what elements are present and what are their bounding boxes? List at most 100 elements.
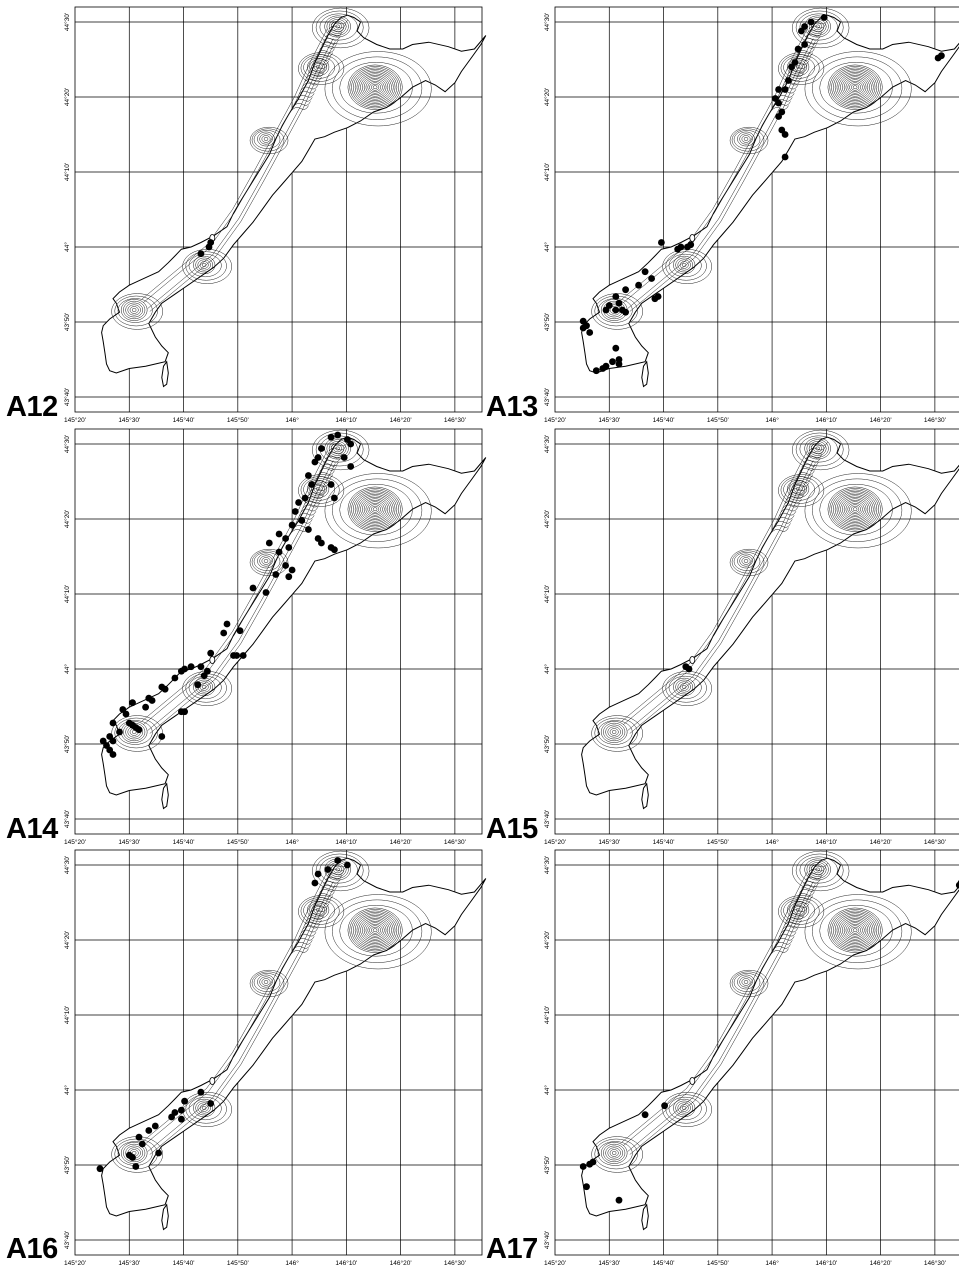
- occurrence-point: [775, 113, 782, 120]
- occurrence-point: [658, 239, 665, 246]
- longitude-tick-label: 146°: [765, 1259, 779, 1267]
- occurrence-point: [612, 306, 620, 314]
- occurrence-point: [331, 494, 338, 502]
- longitude-tick-label: 145°30': [598, 1259, 620, 1267]
- occurrence-point: [344, 861, 351, 869]
- occurrence-points: [579, 880, 959, 1204]
- occurrence-point: [181, 1097, 189, 1105]
- longitude-tick-label: 145°40': [653, 416, 675, 424]
- occurrence-point: [622, 308, 629, 316]
- longitude-tick-label: 146°: [765, 416, 779, 424]
- latitude-tick-label: 44°10': [543, 1006, 551, 1024]
- occurrence-point: [687, 241, 695, 249]
- occurrence-point: [207, 239, 215, 246]
- map-svg: 145°20' 145°30' 145°40' 145°50' 146° 146°10' 1…: [543, 849, 959, 1267]
- map-panel-a14: 145°20' 145°30' 145°40' 145°50' 146° 146°10' 1…: [0, 422, 487, 846]
- occurrence-point: [318, 539, 325, 547]
- latitude-tick-label: 44°20': [543, 88, 551, 106]
- occurrence-point: [311, 879, 319, 887]
- occurrence-point: [109, 719, 117, 727]
- occurrence-point: [109, 751, 117, 758]
- occurrence-point: [236, 627, 244, 635]
- occurrence-point: [615, 1196, 623, 1204]
- occurrence-point: [116, 728, 123, 736]
- occurrence-point: [197, 663, 205, 671]
- latitude-tick-label: 43°50': [63, 735, 71, 753]
- longitude-tick-label: 145°30': [118, 1259, 140, 1267]
- occurrence-point: [285, 544, 293, 551]
- occurrence-point: [334, 431, 342, 439]
- latitude-tick-label: 44°: [543, 242, 551, 252]
- occurrence-point: [661, 1102, 668, 1110]
- occurrence-point: [135, 726, 143, 734]
- map-svg: 145°20' 145°30' 145°40' 145°50' 146° 146°10' 1…: [543, 428, 959, 846]
- occurrence-points: [579, 14, 945, 375]
- map-panel-a12: 145°20' 145°30' 145°40' 145°50' 146° 146°10' 1…: [0, 0, 487, 424]
- occurrence-point: [305, 526, 312, 533]
- panel-label: A13: [486, 391, 538, 423]
- latitude-tick-label: 43°40': [543, 810, 551, 828]
- occurrence-point: [197, 1088, 205, 1096]
- longitude-tick-label: 146°30': [924, 416, 946, 424]
- longitude-tick-label: 146°10': [335, 416, 357, 424]
- occurrence-point: [602, 306, 610, 314]
- occurrence-point: [151, 1122, 159, 1130]
- longitude-tick-label: 145°50': [227, 838, 249, 846]
- occurrence-point: [275, 548, 283, 556]
- longitude-tick-label: 145°20': [64, 416, 86, 424]
- occurrence-point: [109, 737, 117, 745]
- latitude-tick-label: 44°20': [543, 931, 551, 949]
- islet-outline: [641, 782, 649, 810]
- occurrence-point: [282, 562, 289, 569]
- lake: [209, 1077, 216, 1085]
- occurrence-point: [262, 589, 270, 596]
- occurrence-point: [583, 1183, 590, 1191]
- longitude-tick-label: 145°30': [598, 416, 620, 424]
- occurrence-point: [168, 1113, 176, 1121]
- occurrence-point: [641, 268, 649, 276]
- occurrence-point: [324, 866, 332, 873]
- occurrence-point: [635, 281, 642, 289]
- map-svg: 145°20' 145°30' 145°40' 145°50' 146° 146°10' 1…: [63, 428, 487, 846]
- latitude-tick-label: 43°40': [63, 1231, 71, 1249]
- longitude-tick-label: 146°10': [815, 416, 837, 424]
- occurrence-point: [807, 18, 815, 26]
- occurrence-point: [282, 535, 289, 542]
- longitude-tick-label: 146°30': [444, 838, 466, 846]
- latitude-tick-label: 44°: [63, 242, 71, 252]
- occurrence-point: [155, 1149, 163, 1157]
- longitude-tick-label: 146°30': [444, 416, 466, 424]
- longitude-tick-label: 145°40': [653, 838, 675, 846]
- longitude-tick-label: 146°20': [870, 838, 892, 846]
- islet-outline: [641, 360, 649, 388]
- longitude-tick-label: 146°: [285, 416, 299, 424]
- occurrence-point: [781, 153, 789, 161]
- occurrence-point: [311, 458, 319, 466]
- latitude-tick-label: 43°40': [63, 810, 71, 828]
- longitude-tick-label: 145°40': [173, 838, 195, 846]
- longitude-tick-label: 145°50': [707, 416, 729, 424]
- longitude-tick-label: 145°50': [227, 416, 249, 424]
- occurrence-point: [161, 685, 169, 693]
- occurrence-point: [308, 481, 315, 488]
- islet-outline: [161, 1203, 169, 1231]
- latitude-tick-label: 44°10': [543, 163, 551, 181]
- panel-label: A14: [6, 813, 58, 845]
- longitude-tick-label: 146°10': [815, 838, 837, 846]
- latitude-tick-label: 43°40': [543, 388, 551, 406]
- island-outline: [581, 14, 959, 374]
- occurrence-point: [158, 733, 166, 740]
- occurrence-point: [579, 324, 587, 332]
- panel-label: A12: [6, 391, 58, 423]
- longitude-tick-label: 145°40': [173, 416, 195, 424]
- latitude-tick-label: 44°30': [63, 435, 71, 453]
- occurrence-point: [305, 472, 312, 479]
- longitude-tick-label: 146°30': [924, 838, 946, 846]
- longitude-tick-label: 145°50': [707, 838, 729, 846]
- longitude-tick-label: 145°20': [544, 416, 566, 424]
- occurrence-point: [298, 517, 306, 524]
- occurrence-point: [129, 699, 136, 707]
- occurrence-point: [785, 77, 792, 84]
- occurrence-point: [200, 672, 208, 680]
- map-panel-a16: 145°20' 145°30' 145°40' 145°50' 146° 146°10' 1…: [0, 843, 487, 1267]
